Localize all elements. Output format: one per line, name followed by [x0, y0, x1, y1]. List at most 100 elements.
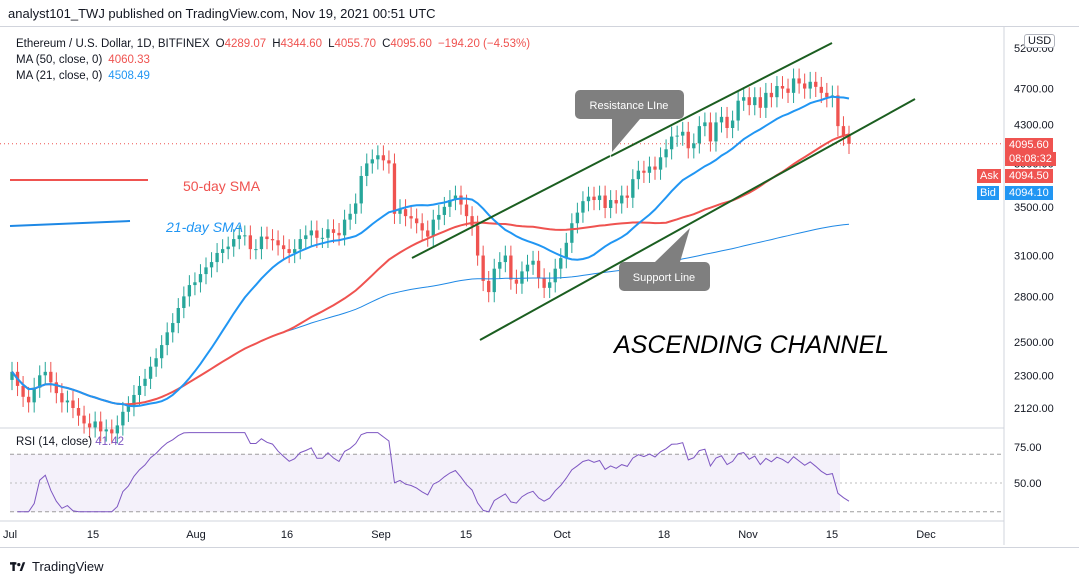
- candle-body[interactable]: [847, 135, 851, 144]
- candle-body[interactable]: [43, 371, 47, 376]
- candle-body[interactable]: [287, 249, 291, 253]
- candle-body[interactable]: [38, 375, 42, 388]
- resistance-line[interactable]: [610, 42, 833, 157]
- candle-body[interactable]: [464, 204, 469, 217]
- candle-body[interactable]: [121, 411, 125, 426]
- support-line[interactable]: [479, 98, 916, 341]
- candle-body[interactable]: [32, 387, 36, 403]
- candle-body[interactable]: [730, 120, 735, 129]
- candle-body[interactable]: [814, 81, 818, 87]
- candle-body[interactable]: [54, 382, 59, 394]
- candle-body[interactable]: [187, 285, 192, 297]
- support-callout[interactable]: [619, 262, 710, 291]
- candle-body[interactable]: [110, 429, 114, 434]
- candle-body[interactable]: [126, 406, 131, 412]
- candle-body[interactable]: [359, 175, 363, 204]
- candle-body[interactable]: [392, 163, 397, 214]
- candle-body[interactable]: [841, 126, 846, 136]
- candle-body[interactable]: [348, 213, 352, 220]
- legend-symbol[interactable]: Ethereum / U.S. Dollar, 1D, BITFINEX: [16, 38, 210, 50]
- candle-body[interactable]: [514, 279, 519, 284]
- candle-body[interactable]: [276, 240, 280, 246]
- candle-body[interactable]: [104, 429, 108, 432]
- candle-body[interactable]: [658, 157, 663, 170]
- resistance-line-left[interactable]: [411, 155, 611, 259]
- candle-body[interactable]: [509, 255, 513, 280]
- candle-body[interactable]: [797, 78, 801, 84]
- footer-brand[interactable]: TradingView: [32, 559, 104, 574]
- candle-body[interactable]: [65, 400, 70, 403]
- candle-body[interactable]: [692, 143, 696, 149]
- candle-body[interactable]: [254, 249, 258, 251]
- candle-body[interactable]: [171, 323, 175, 333]
- candle-body[interactable]: [581, 201, 585, 213]
- candle-body[interactable]: [265, 236, 269, 240]
- candle-body[interactable]: [703, 122, 707, 127]
- candle-body[interactable]: [337, 232, 341, 236]
- candle-body[interactable]: [525, 264, 530, 272]
- candle-body[interactable]: [403, 209, 408, 217]
- candle-body[interactable]: [21, 385, 25, 397]
- candle-body[interactable]: [808, 81, 812, 89]
- candle-body[interactable]: [176, 308, 180, 324]
- candle-body[interactable]: [636, 170, 641, 180]
- candle-body[interactable]: [542, 278, 546, 288]
- candle-body[interactable]: [802, 83, 807, 89]
- candle-body[interactable]: [143, 378, 147, 386]
- candle-body[interactable]: [215, 252, 219, 263]
- candle-body[interactable]: [742, 97, 746, 101]
- legend-ma21-label[interactable]: MA (21, close, 0): [16, 70, 103, 82]
- candle-body[interactable]: [365, 163, 369, 176]
- candle-body[interactable]: [414, 218, 419, 224]
- candle-body[interactable]: [87, 423, 92, 428]
- candle-body[interactable]: [559, 258, 563, 269]
- candle-body[interactable]: [342, 219, 347, 236]
- currency-button[interactable]: USD: [1024, 34, 1056, 48]
- candle-body[interactable]: [736, 100, 740, 121]
- candle-body[interactable]: [769, 92, 774, 98]
- candle-body[interactable]: [719, 116, 724, 123]
- candle-body[interactable]: [370, 159, 374, 164]
- candle-body[interactable]: [725, 116, 729, 129]
- candle-body[interactable]: [381, 155, 386, 161]
- candle-body[interactable]: [625, 195, 629, 198]
- candle-body[interactable]: [503, 255, 507, 263]
- candle-body[interactable]: [487, 280, 491, 293]
- candle-body[interactable]: [220, 249, 225, 253]
- candle-body[interactable]: [115, 425, 119, 434]
- candle-body[interactable]: [614, 200, 618, 204]
- candle-body[interactable]: [49, 371, 53, 383]
- candle-body[interactable]: [10, 371, 14, 380]
- legend-ma50-label[interactable]: MA (50, close, 0): [16, 54, 103, 66]
- candle-body[interactable]: [165, 332, 169, 346]
- candle-body[interactable]: [232, 239, 236, 247]
- candle-body[interactable]: [775, 86, 779, 98]
- candle-body[interactable]: [747, 97, 751, 106]
- candle-body[interactable]: [586, 196, 591, 202]
- candle-body[interactable]: [608, 200, 613, 208]
- candle-body[interactable]: [93, 421, 97, 428]
- candle-body[interactable]: [237, 235, 241, 240]
- candle-body[interactable]: [764, 92, 768, 108]
- candle-body[interactable]: [26, 396, 31, 403]
- candle-body[interactable]: [753, 97, 757, 106]
- candle-body[interactable]: [331, 229, 336, 233]
- candle-body[interactable]: [664, 149, 668, 158]
- candle-body[interactable]: [780, 86, 785, 89]
- candle-body[interactable]: [132, 394, 136, 407]
- candle-body[interactable]: [536, 260, 541, 279]
- candle-body[interactable]: [597, 195, 602, 201]
- candle-body[interactable]: [248, 235, 253, 250]
- candle-body[interactable]: [475, 225, 480, 256]
- candle-body[interactable]: [653, 166, 657, 170]
- candle-body[interactable]: [60, 393, 64, 403]
- candle-body[interactable]: [520, 271, 524, 284]
- candle-body[interactable]: [320, 237, 325, 239]
- candle-body[interactable]: [825, 92, 829, 98]
- candle-body[interactable]: [437, 214, 441, 220]
- candle-body[interactable]: [387, 160, 391, 164]
- candle-body[interactable]: [564, 242, 568, 259]
- candle-body[interactable]: [631, 179, 635, 198]
- candle-body[interactable]: [198, 274, 203, 283]
- ma21-line[interactable]: [11, 95, 850, 408]
